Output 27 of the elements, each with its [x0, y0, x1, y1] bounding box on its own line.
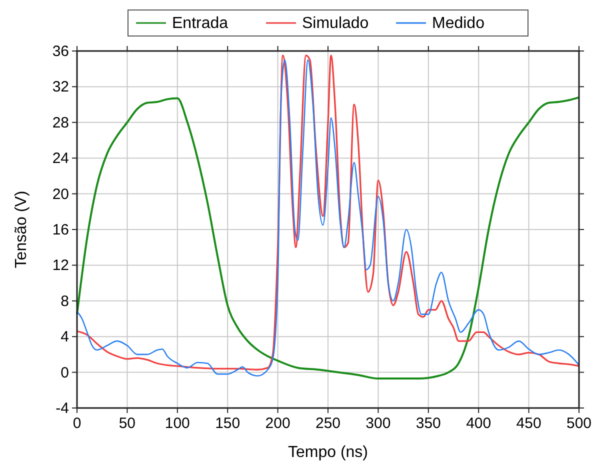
x-axis-title: Tempo (ns) — [288, 444, 368, 461]
y-tick-label: 8 — [60, 292, 69, 310]
y-tick-label: 36 — [52, 43, 69, 60]
y-tick-label: 12 — [52, 257, 69, 274]
y-tick-label: 32 — [52, 78, 69, 96]
x-tick-label: 350 — [416, 415, 441, 432]
x-tick-label: 500 — [566, 415, 592, 432]
x-tick-label: 400 — [466, 415, 492, 432]
legend-label: Simulado — [302, 15, 369, 32]
x-tick-label: 50 — [118, 415, 136, 432]
y-tick-label: 20 — [52, 186, 69, 203]
y-tick-label: 16 — [52, 222, 69, 238]
x-tick-label: 250 — [315, 415, 341, 432]
y-tick-label: 24 — [52, 150, 69, 168]
x-tick-label: 150 — [215, 415, 240, 432]
y-tick-label: 28 — [52, 114, 69, 132]
y-axis-title: Tensão (V) — [13, 190, 30, 268]
x-tick-label: 100 — [164, 415, 190, 432]
x-tick-label: 0 — [72, 415, 82, 432]
y-tick-label: 4 — [60, 328, 69, 346]
legend-label: Entrada — [172, 15, 228, 32]
y-tick-label: 0 — [60, 364, 69, 382]
x-tick-label: 450 — [516, 415, 542, 432]
legend-label: Medido — [432, 15, 485, 32]
y-tick-label: -4 — [56, 400, 69, 417]
x-tick-label: 200 — [265, 415, 290, 432]
x-tick-label: 300 — [366, 415, 391, 432]
